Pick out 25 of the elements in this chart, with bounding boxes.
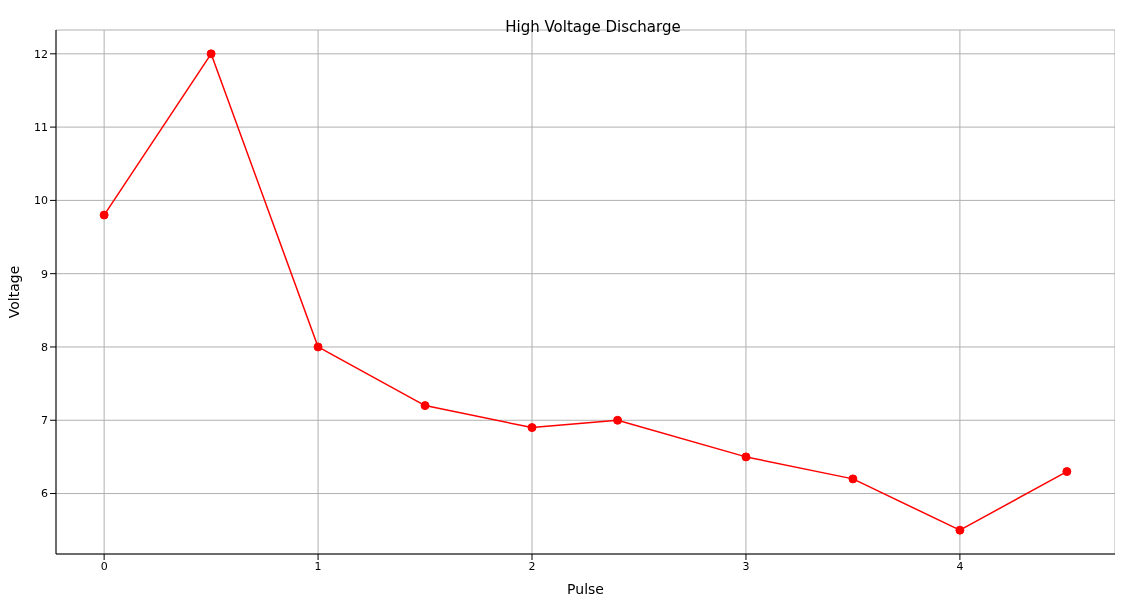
y-tick-label: 6 [41,487,48,501]
point [613,415,623,425]
y-axis-title: Voltage [5,265,22,319]
point [206,49,216,59]
x-tick-label: 0 [100,559,108,573]
y-tick-label: 12 [34,47,48,61]
chart-title: High Voltage Discharge [505,18,681,36]
y-tick-label: 8 [41,340,48,354]
x-tick-label: 1 [314,559,322,573]
x-axis-title: Pulse [567,581,604,597]
point [99,210,109,220]
point [527,423,537,433]
y-tick-label: 9 [41,267,48,281]
y-tick-label: 10 [34,194,48,208]
point [848,474,858,484]
y-tick-label: 11 [34,121,48,135]
point [313,342,323,352]
point [741,452,751,462]
x-tick-label: 4 [956,559,964,573]
x-tick-label: 2 [528,559,536,573]
point [1062,467,1072,477]
x-tick-label: 3 [742,559,750,573]
y-tick-label: 7 [41,414,48,428]
point [955,525,965,535]
point [420,401,430,411]
